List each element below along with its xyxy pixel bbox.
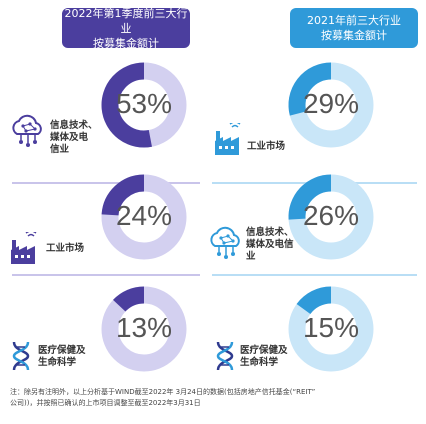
donut-arc [101,62,152,148]
donut-left-healthcare [101,286,187,372]
donut-left-industrial [101,174,187,260]
header-2022q1: 2022年第1季度前三大行业 按募集金额计 [62,6,190,50]
header-2022q1-line1: 2022年第1季度前三大行业 [64,6,188,35]
label-left-healthcare: 医疗保健及 生命科学 [38,345,86,369]
factory-icon [11,232,37,264]
label-line: 工业市场 [247,141,286,152]
pct-left-industrial: 24% [115,200,173,231]
label-right-healthcare: 医疗保健及 生命科学 [240,345,288,369]
footnote-line2: 公司))，并按照已确认的上市项目调整至截至2022年3月31日 [10,399,201,407]
label-left-industrial: 工业市场 [46,243,84,255]
pct-left-healthcare: 13% [115,312,173,343]
donut-right-healthcare [288,286,374,372]
divider-left-2 [12,274,200,276]
label-line: 医疗保健及 [240,345,288,356]
donut-arc [288,174,332,220]
donut-right-tmt [288,174,374,260]
dna-icon [12,341,30,371]
header-2021-line1: 2021年前三大行业 [307,14,401,27]
header-2021: 2021年前三大行业 按募集金额计 [290,8,418,48]
label-line: 媒体及电信 [246,239,294,250]
pct-right-industrial: 29% [302,88,360,119]
donut-arc [113,286,145,312]
donut-arc [288,62,332,116]
divider-right-2 [212,274,417,276]
pct-right-tmt: 26% [302,200,360,231]
label-line: 信业 [50,144,70,155]
footnote: 注：除另有注明外，以上分析基于WIND截至2022年 3月24日的数据(包括房地… [10,387,420,409]
donut-track [101,286,187,372]
label-line: 生命科学 [38,357,77,368]
cloud-network-icon [12,114,42,147]
footnote-line1: 注：除另有注明外，以上分析基于WIND截至2022年 3月24日的数据(包括房地… [10,388,316,396]
dna-icon [216,341,234,371]
label-right-industrial: 工业市场 [247,141,285,153]
pct-left-tmt: 53% [115,88,173,119]
label-right-tmt: 信息技术、 媒体及电信 业 [246,227,294,263]
cloud-network-icon [210,226,240,259]
pct-right-healthcare: 15% [302,312,360,343]
label-line: 医疗保健及 [38,345,86,356]
label-line: 信息技术、 [246,227,294,238]
label-line: 工业市场 [46,243,85,254]
donut-arc [101,174,145,216]
donut-right-industrial [288,62,374,148]
donut-arc [296,286,332,315]
divider-left-1 [12,182,200,184]
header-2022q1-line2: 按募集金额计 [93,36,159,50]
label-line: 业 [246,251,256,262]
label-line: 信息技术、 [50,120,98,131]
header-2021-line2: 按募集金额计 [321,29,387,42]
label-line: 生命科学 [240,357,279,368]
donut-left-tmt [101,62,187,148]
label-left-tmt: 信息技术、 媒体及电 信业 [50,120,98,156]
factory-icon [215,123,241,155]
label-line: 媒体及电 [50,132,89,143]
